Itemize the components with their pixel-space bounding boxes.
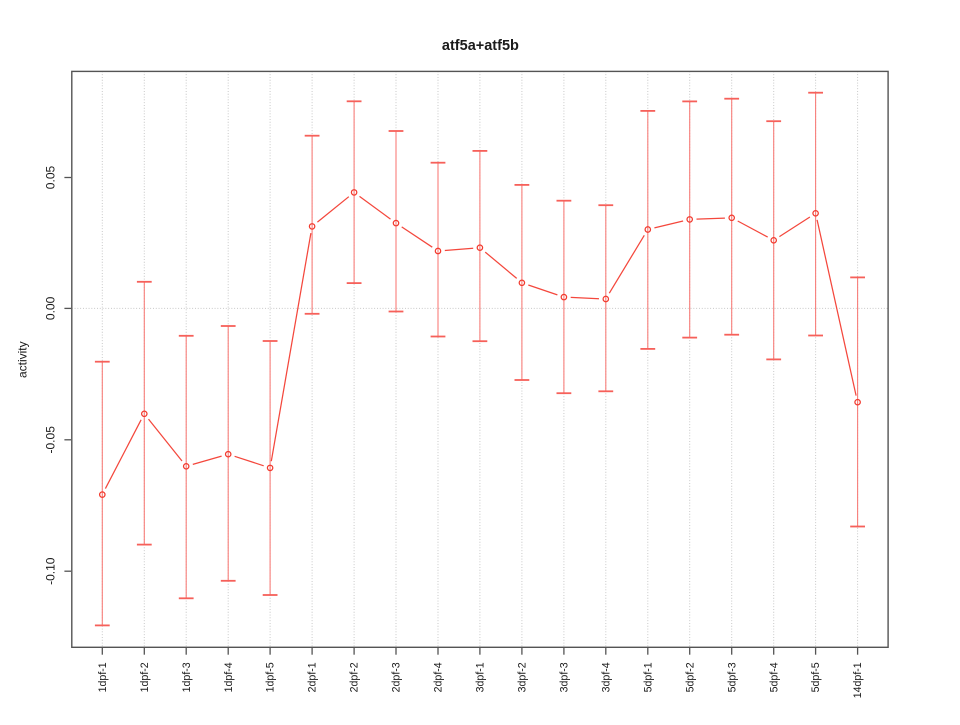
svg-text:1dpf-5: 1dpf-5 xyxy=(265,662,277,692)
svg-text:1dpf-2: 1dpf-2 xyxy=(139,662,151,692)
svg-text:2dpf-1: 2dpf-1 xyxy=(307,662,319,692)
svg-text:0.00: 0.00 xyxy=(44,296,58,320)
svg-text:-0.10: -0.10 xyxy=(44,557,58,585)
svg-text:activity: activity xyxy=(15,341,29,378)
svg-text:-0.05: -0.05 xyxy=(44,426,58,454)
svg-text:1dpf-4: 1dpf-4 xyxy=(223,662,235,692)
svg-text:5dpf-5: 5dpf-5 xyxy=(810,662,822,692)
svg-text:3dpf-3: 3dpf-3 xyxy=(559,662,571,692)
svg-text:3dpf-4: 3dpf-4 xyxy=(600,662,612,692)
svg-text:3dpf-1: 3dpf-1 xyxy=(475,662,487,692)
svg-text:14dpf-1: 14dpf-1 xyxy=(852,662,864,698)
svg-text:5dpf-1: 5dpf-1 xyxy=(642,662,654,692)
svg-text:2dpf-2: 2dpf-2 xyxy=(349,662,361,692)
svg-text:3dpf-2: 3dpf-2 xyxy=(517,662,529,692)
svg-text:0.05: 0.05 xyxy=(44,165,58,189)
svg-text:2dpf-4: 2dpf-4 xyxy=(433,662,445,692)
svg-text:5dpf-3: 5dpf-3 xyxy=(726,662,738,692)
svg-text:5dpf-2: 5dpf-2 xyxy=(684,662,696,692)
svg-text:1dpf-1: 1dpf-1 xyxy=(97,662,109,692)
svg-text:2dpf-3: 2dpf-3 xyxy=(391,662,403,692)
svg-text:1dpf-3: 1dpf-3 xyxy=(181,662,193,692)
svg-text:atf5a+atf5b: atf5a+atf5b xyxy=(442,38,519,54)
svg-text:5dpf-4: 5dpf-4 xyxy=(768,662,780,692)
